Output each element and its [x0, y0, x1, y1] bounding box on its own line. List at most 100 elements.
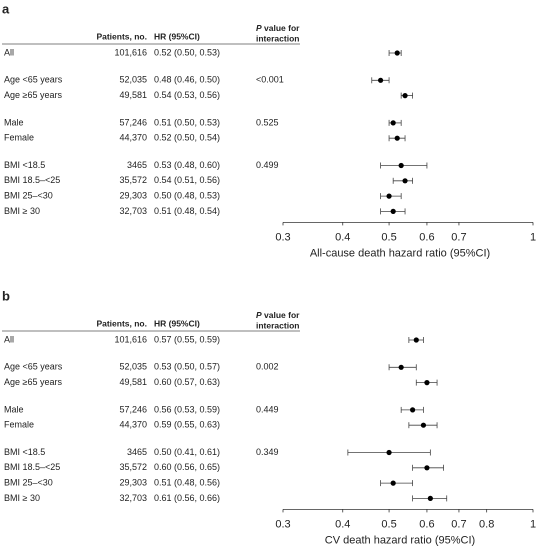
row-label: BMI ≥ 30	[4, 493, 40, 503]
column-header: interaction	[256, 320, 299, 330]
p-value: 0.449	[256, 404, 279, 414]
row-label: All	[4, 334, 14, 344]
row-label: BMI 25–<30	[4, 477, 53, 487]
column-header: interaction	[256, 33, 299, 43]
hr-point	[402, 93, 408, 99]
x-tick-label: 1	[530, 231, 536, 243]
patients: 32,703	[119, 206, 147, 216]
p-value: 0.499	[256, 160, 279, 170]
patients: 49,581	[119, 90, 147, 100]
row-label: BMI 25–<30	[4, 190, 53, 200]
patients: 101,616	[114, 334, 147, 344]
hr-label: 0.53 (0.50, 0.57)	[154, 362, 220, 372]
hr-label: 0.60 (0.56, 0.65)	[154, 462, 220, 472]
x-tick-label: 0.7	[451, 518, 466, 530]
row-label: BMI <18.5	[4, 447, 45, 457]
hr-label: 0.51 (0.48, 0.56)	[154, 477, 220, 487]
p-value: <0.001	[256, 75, 284, 85]
p-header: value for	[264, 23, 300, 33]
hr-label: 0.52 (0.50, 0.54)	[154, 133, 220, 143]
patients: 101,616	[114, 47, 147, 57]
hr-label: 0.51 (0.48, 0.54)	[154, 206, 220, 216]
row-label: Female	[4, 420, 34, 430]
patients: 35,572	[119, 462, 147, 472]
x-axis-label: CV death hazard ratio (95%CI)	[325, 534, 475, 546]
x-tick-label: 0.7	[451, 231, 466, 243]
x-tick-label: 0.3	[275, 518, 290, 530]
row-label: BMI 18.5–<25	[4, 175, 60, 185]
column-header: HR (95%CI)	[154, 31, 200, 41]
hr-label: 0.61 (0.56, 0.66)	[154, 493, 220, 503]
x-tick-label: 0.4	[335, 518, 350, 530]
hr-label: 0.54 (0.51, 0.56)	[154, 175, 220, 185]
patients: 29,303	[119, 477, 147, 487]
column-header: HR (95%CI)	[154, 318, 200, 328]
hr-label: 0.48 (0.46, 0.50)	[154, 75, 220, 85]
p-value: 0.002	[256, 362, 279, 372]
panel-label: a	[2, 1, 10, 16]
row-label: Age <65 years	[4, 362, 63, 372]
p-italic: P	[256, 23, 262, 33]
hr-label: 0.50 (0.41, 0.61)	[154, 447, 220, 457]
p-italic: P	[256, 310, 262, 320]
hr-point	[390, 120, 396, 126]
hr-point	[386, 193, 392, 199]
patients: 57,246	[119, 404, 147, 414]
row-label: BMI ≥ 30	[4, 206, 40, 216]
hr-label: 0.57 (0.55, 0.59)	[154, 334, 220, 344]
x-tick-label: 0.6	[419, 231, 434, 243]
hr-point	[420, 422, 427, 428]
row-label: All	[4, 47, 14, 57]
hr-point	[390, 480, 396, 486]
hr-label: 0.59 (0.55, 0.63)	[154, 420, 220, 430]
hr-label: 0.60 (0.57, 0.63)	[154, 377, 220, 387]
row-label: BMI <18.5	[4, 160, 45, 170]
row-label: Male	[4, 117, 24, 127]
hr-label: 0.52 (0.50, 0.53)	[154, 47, 220, 57]
x-tick-label: 0.3	[275, 231, 290, 243]
row-label: Male	[4, 404, 24, 414]
patients: 57,246	[119, 117, 147, 127]
hr-point	[398, 162, 404, 169]
hr-point	[424, 380, 430, 386]
hr-point	[410, 407, 416, 413]
x-axis-label: All-cause death hazard ratio (95%CI)	[310, 247, 490, 259]
hr-point	[427, 495, 433, 501]
row-label: Age ≥65 years	[4, 90, 62, 100]
patients: 32,703	[119, 493, 147, 503]
p-value: 0.525	[256, 117, 279, 127]
patients: 52,035	[119, 75, 147, 85]
hr-point	[394, 135, 400, 141]
patients: 3465	[127, 160, 147, 170]
x-tick-label: 0.5	[381, 231, 396, 243]
hr-point	[413, 337, 419, 343]
x-tick-label: 0.4	[335, 231, 350, 243]
hr-point	[390, 208, 396, 214]
x-tick-label: 0.6	[419, 518, 434, 530]
hr-point	[398, 364, 404, 370]
hr-point	[424, 465, 430, 471]
row-label: Female	[4, 133, 34, 143]
x-tick-label: 1	[530, 518, 536, 530]
p-value: 0.349	[256, 447, 279, 457]
p-header: value for	[264, 310, 300, 320]
column-header: P value for	[256, 310, 300, 320]
column-header: Patients, no.	[96, 31, 147, 41]
x-tick-label: 0.5	[381, 518, 396, 530]
column-header: P value for	[256, 23, 300, 33]
hr-label: 0.51 (0.50, 0.53)	[154, 117, 220, 127]
column-header: Patients, no.	[96, 318, 147, 328]
patients: 49,581	[119, 377, 147, 387]
patients: 29,303	[119, 190, 147, 200]
hr-label: 0.53 (0.48, 0.60)	[154, 160, 220, 170]
row-label: Age ≥65 years	[4, 377, 62, 387]
hr-point	[402, 178, 408, 184]
patients: 52,035	[119, 362, 147, 372]
hr-point	[377, 77, 384, 83]
patients: 3465	[127, 447, 147, 457]
hr-point	[386, 449, 392, 456]
hr-label: 0.54 (0.53, 0.56)	[154, 90, 220, 100]
patients: 44,370	[119, 420, 147, 430]
